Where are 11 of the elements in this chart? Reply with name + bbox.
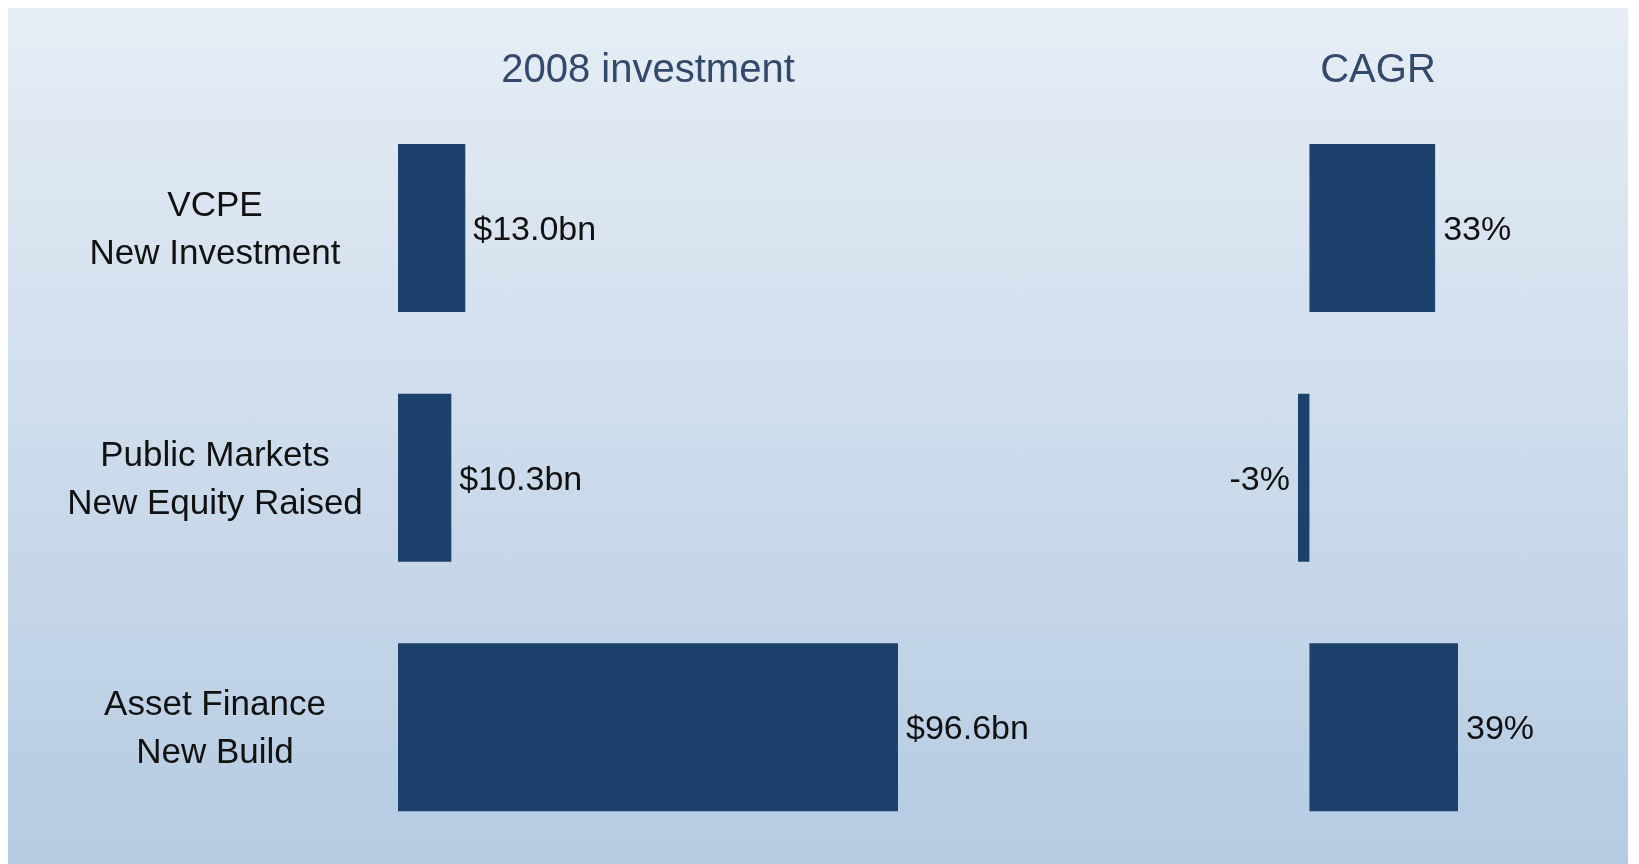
data-label: $10.3bn (459, 458, 583, 497)
data-label: 39% (1466, 708, 1535, 747)
chart-title: 2008 investment (500, 46, 796, 91)
y-tick-label: VCPE New Investment (89, 183, 341, 271)
data-label: -3% (1229, 458, 1290, 497)
y-tick-label: Public Markets New Equity Raised (67, 433, 363, 521)
data-label: $96.6bn (906, 708, 1029, 747)
data-label: 33% (1443, 209, 1512, 247)
chart-title: CAGR (1319, 46, 1437, 91)
y-tick-label: Asset Finance New Build (104, 683, 326, 771)
data-label: $13.0bn (473, 209, 597, 247)
